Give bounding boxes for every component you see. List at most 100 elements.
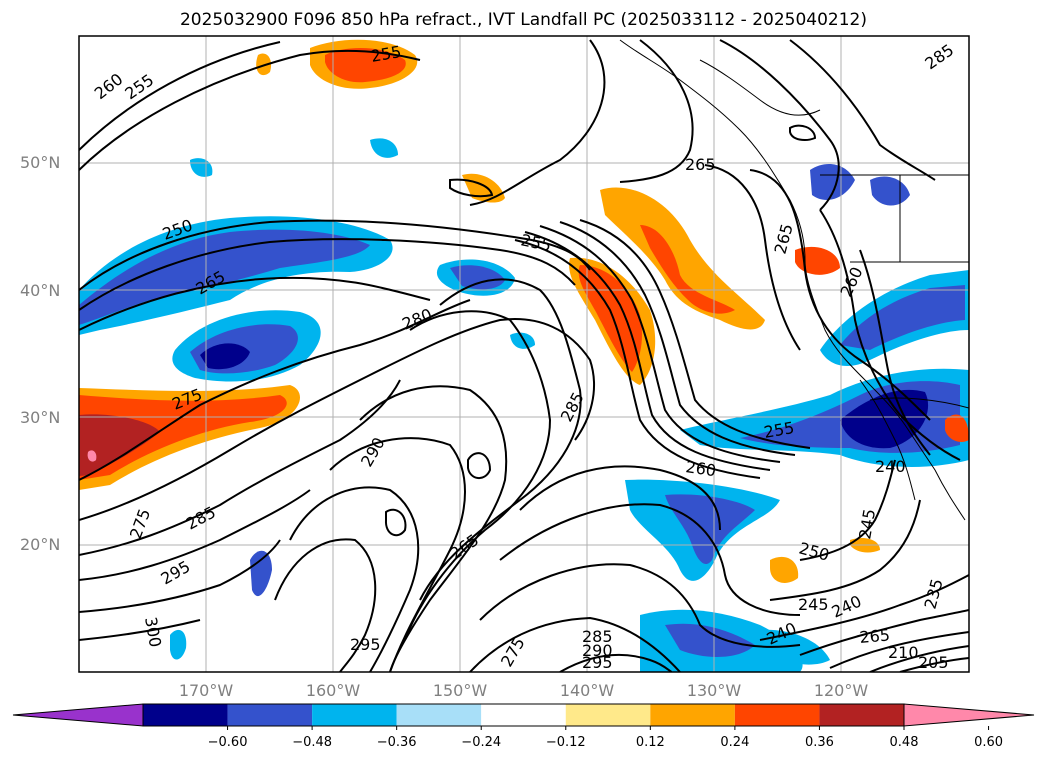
contour-labels: 260 255 255 265 250 265 280 255 265 260 … [91, 40, 958, 672]
contour-line [404, 310, 552, 641]
coastline [699, 59, 821, 116]
negative-anomaly-band [760, 629, 830, 665]
colorbar-segment [650, 704, 735, 726]
positive-anomaly-patch [770, 556, 799, 583]
colorbar-tick-label: 0.60 [974, 735, 1003, 750]
contour-line [79, 539, 281, 613]
contour-line [79, 276, 431, 331]
colorbar-tick-label: 0.48 [890, 735, 919, 750]
latitude-label: 30°N [20, 408, 60, 427]
contour-line [274, 538, 377, 672]
map-title: 2025032900 F096 850 hPa refract., IVT La… [179, 10, 867, 30]
contour-line [619, 39, 694, 183]
positive-anomaly-patch [945, 414, 969, 442]
colorbar-segment [734, 704, 820, 726]
colorbar-tick-label: −0.36 [377, 735, 417, 750]
longitude-axis: 170°W 160°W 150°W 140°W 130°W 120°W [179, 681, 869, 700]
longitude-label: 140°W [560, 681, 615, 700]
positive-anomaly-band [79, 414, 160, 476]
contour-line [79, 379, 401, 556]
contour-line [79, 219, 591, 291]
colorbar-segment [227, 704, 313, 726]
colorbar-tick-label: −0.60 [208, 735, 248, 750]
contour-label: 285 [582, 627, 613, 646]
contour-line [79, 41, 281, 151]
coastlines [619, 39, 969, 521]
contour-line [449, 178, 494, 198]
negative-anomaly-band [450, 265, 505, 290]
contour-line [479, 563, 801, 648]
contour-line [79, 299, 471, 481]
colorbar-extend-low [12, 703, 144, 727]
contour-line [514, 239, 761, 479]
contour-line [719, 39, 840, 211]
contour-label: 290 [582, 641, 613, 660]
colorbar-tick-label: −0.12 [546, 735, 586, 750]
negative-anomaly-patch [510, 332, 535, 349]
border [869, 397, 969, 409]
colorbar-segment [819, 704, 904, 726]
coastline [619, 39, 966, 521]
contour-line [789, 124, 817, 141]
colorbar-segment [143, 704, 228, 726]
colorbar-segment [481, 704, 566, 726]
contour-line [419, 278, 582, 601]
colorbar-tick-label: 0.24 [720, 735, 749, 750]
latitude-label: 40°N [20, 281, 60, 300]
positive-anomaly-band [600, 187, 765, 330]
negative-anomaly-band [200, 343, 250, 370]
contour-line [799, 609, 969, 656]
contour-line [859, 249, 931, 456]
contour-label: 210 [888, 643, 919, 662]
contour-line [579, 219, 811, 449]
contour-line [499, 503, 801, 616]
latitude-label: 50°N [20, 153, 60, 172]
contour-label: 245 [798, 595, 829, 614]
contour-line [384, 508, 407, 537]
contour-line [559, 653, 673, 672]
contour-line [769, 499, 921, 601]
negative-anomaly-patch [810, 164, 855, 200]
contour-line [289, 486, 420, 672]
colorbar-tick-label: −0.24 [461, 735, 501, 750]
contour-line [469, 39, 606, 206]
colorbar-tick-label: 0.12 [636, 735, 665, 750]
negative-anomaly-patch [170, 629, 187, 660]
colorbar-extend-high [903, 703, 1035, 727]
contour-line [899, 657, 969, 672]
coastline [859, 379, 916, 501]
contour-label: 240 [875, 457, 906, 476]
positive-anomaly-patch [795, 246, 840, 275]
negative-anomaly-patch [250, 550, 272, 597]
contour-line [79, 489, 311, 581]
contour-label: 295 [582, 653, 613, 672]
map-frame [78, 35, 970, 673]
latitude-label: 20°N [20, 535, 60, 554]
contour-line [359, 385, 508, 672]
colorbar: −0.60 −0.48 −0.36 −0.24 −0.12 0.12 0.24 0.36 0.4… [12, 703, 1035, 750]
negative-anomaly-patch [370, 138, 398, 158]
contour-line [869, 645, 969, 672]
contour-line [759, 574, 969, 641]
contour-line [79, 238, 576, 311]
longitude-label: 170°W [179, 681, 234, 700]
negative-anomaly-band [79, 229, 370, 325]
contour-line [79, 49, 421, 171]
positive-anomaly-patch [325, 48, 406, 83]
contour-label: 260 [684, 457, 717, 480]
contour-line [829, 631, 969, 669]
positive-anomaly-band [87, 450, 97, 462]
positive-anomaly-patch [256, 53, 272, 76]
contour-line [519, 465, 721, 531]
contour-line [79, 318, 596, 521]
contour-label: 265 [859, 625, 891, 647]
contour-line [469, 616, 681, 672]
contour-line [559, 221, 796, 456]
longitude-label: 130°W [687, 681, 742, 700]
positive-anomaly-band [640, 225, 735, 314]
colorbar-tick-label: 0.36 [805, 735, 834, 750]
longitude-label: 150°W [433, 681, 488, 700]
contour-label: 265 [685, 155, 716, 174]
contour-line [524, 231, 771, 471]
